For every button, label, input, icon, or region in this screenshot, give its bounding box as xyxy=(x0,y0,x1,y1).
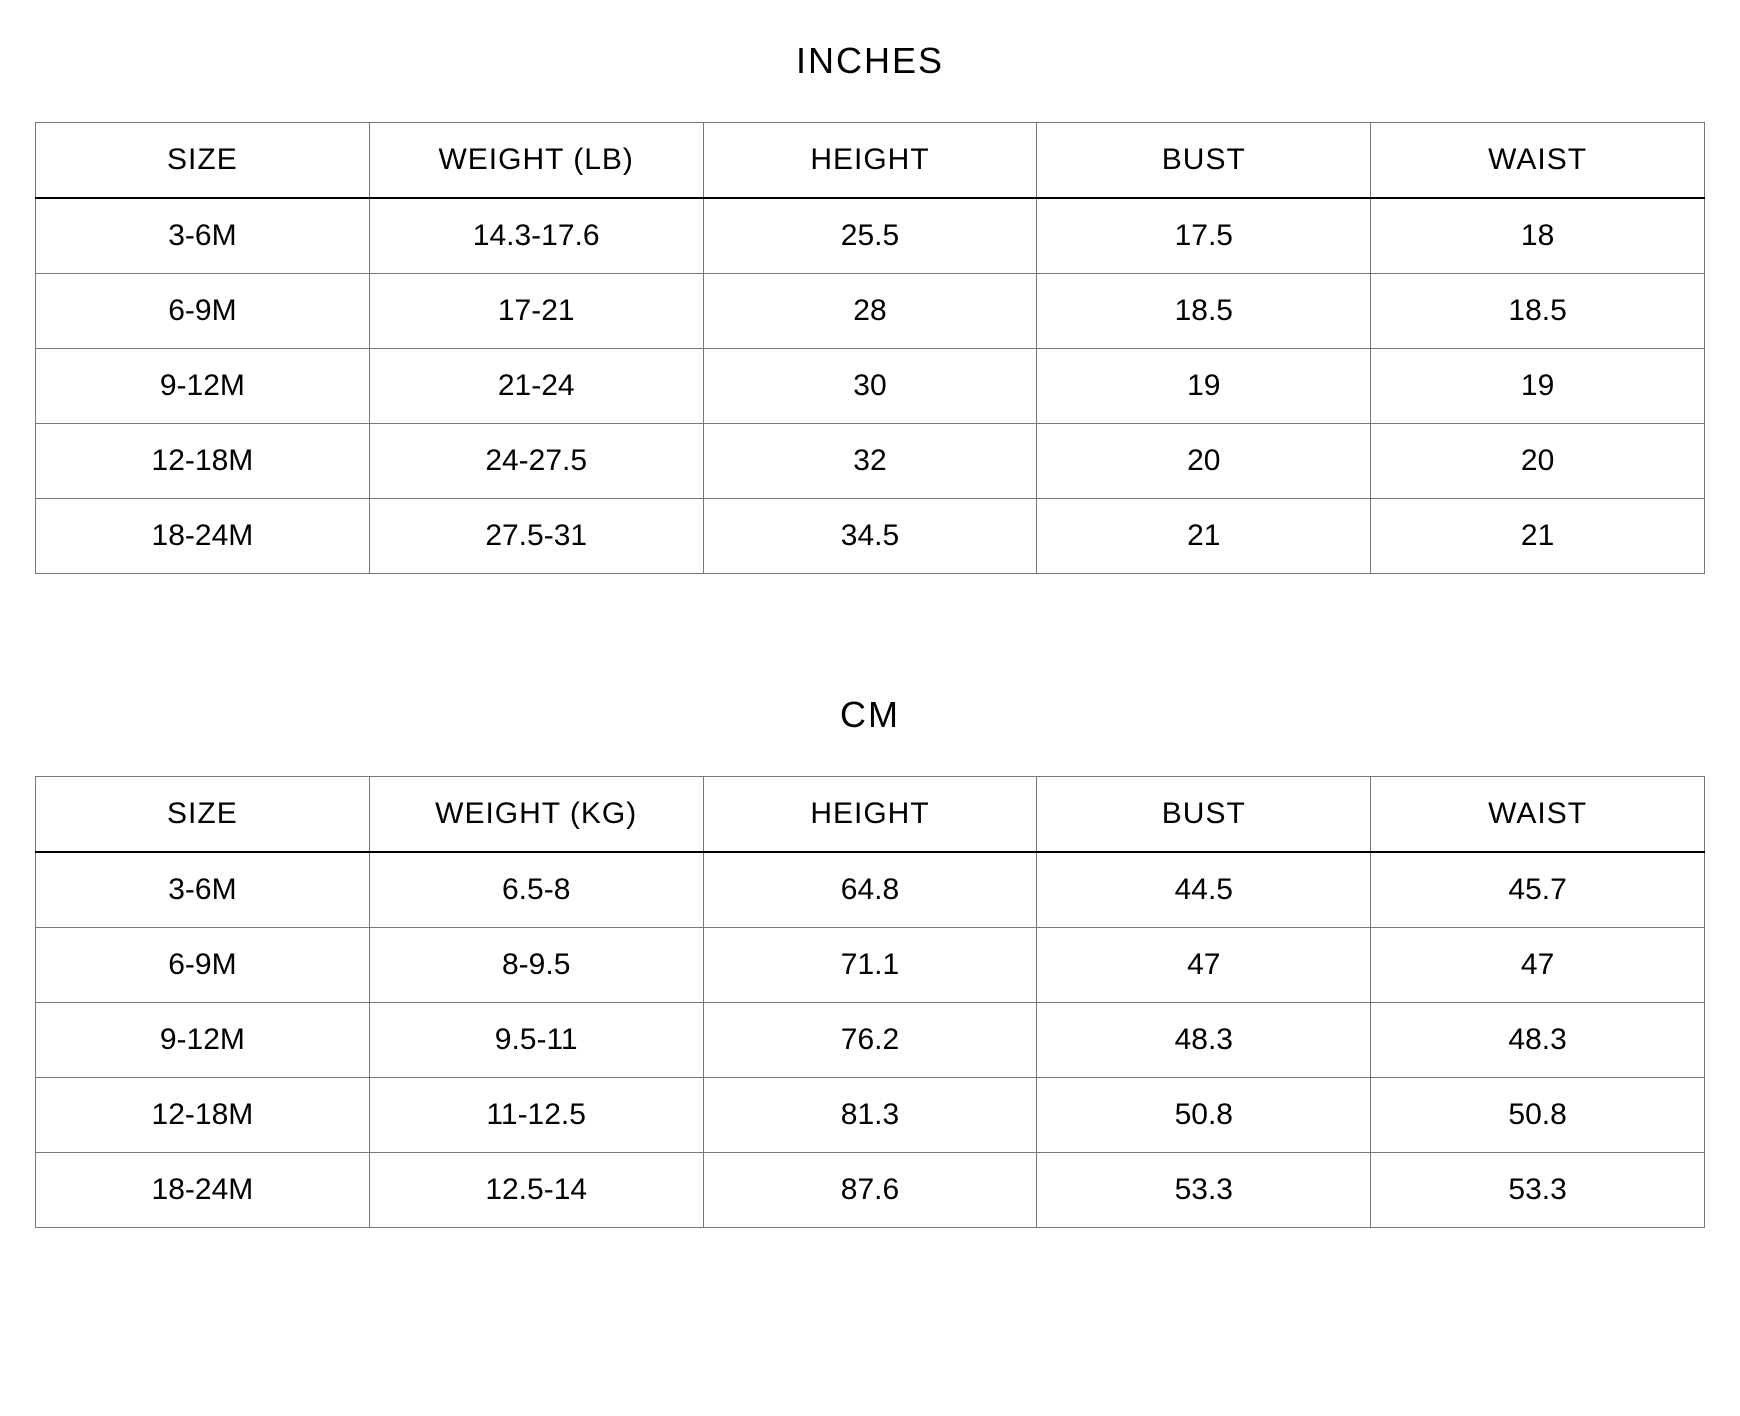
table-cell: 18 xyxy=(1371,198,1705,274)
cm-table-title: CM xyxy=(35,694,1705,736)
table-cell: 45.7 xyxy=(1371,852,1705,928)
table-cell: 47 xyxy=(1037,928,1371,1003)
table-cell: 53.3 xyxy=(1371,1153,1705,1228)
table-row: 12-18M 24-27.5 32 20 20 xyxy=(36,424,1705,499)
table-cell: 12.5-14 xyxy=(369,1153,703,1228)
table-cell: 3-6M xyxy=(36,198,370,274)
table-row: 18-24M 12.5-14 87.6 53.3 53.3 xyxy=(36,1153,1705,1228)
table-cell: 71.1 xyxy=(703,928,1037,1003)
table-cell: 21-24 xyxy=(369,349,703,424)
table-cell: 47 xyxy=(1371,928,1705,1003)
cm-table-section: CM SIZE WEIGHT (KG) HEIGHT BUST WAIST 3-… xyxy=(35,694,1705,1228)
column-header: BUST xyxy=(1037,777,1371,853)
table-cell: 50.8 xyxy=(1037,1078,1371,1153)
table-cell: 18-24M xyxy=(36,1153,370,1228)
table-cell: 30 xyxy=(703,349,1037,424)
column-header: WAIST xyxy=(1371,123,1705,199)
column-header: SIZE xyxy=(36,777,370,853)
table-cell: 19 xyxy=(1371,349,1705,424)
table-cell: 76.2 xyxy=(703,1003,1037,1078)
column-header: WEIGHT (LB) xyxy=(369,123,703,199)
inches-table-section: INCHES SIZE WEIGHT (LB) HEIGHT BUST WAIS… xyxy=(35,40,1705,574)
table-cell: 3-6M xyxy=(36,852,370,928)
table-cell: 87.6 xyxy=(703,1153,1037,1228)
table-cell: 32 xyxy=(703,424,1037,499)
table-cell: 44.5 xyxy=(1037,852,1371,928)
column-header: WEIGHT (KG) xyxy=(369,777,703,853)
table-cell: 14.3-17.6 xyxy=(369,198,703,274)
table-cell: 64.8 xyxy=(703,852,1037,928)
column-header: BUST xyxy=(1037,123,1371,199)
table-cell: 17.5 xyxy=(1037,198,1371,274)
inches-table: SIZE WEIGHT (LB) HEIGHT BUST WAIST 3-6M … xyxy=(35,122,1705,574)
column-header: SIZE xyxy=(36,123,370,199)
table-row: 9-12M 21-24 30 19 19 xyxy=(36,349,1705,424)
inches-table-title: INCHES xyxy=(35,40,1705,82)
table-row: 12-18M 11-12.5 81.3 50.8 50.8 xyxy=(36,1078,1705,1153)
column-header: HEIGHT xyxy=(703,777,1037,853)
table-cell: 27.5-31 xyxy=(369,499,703,574)
table-cell: 17-21 xyxy=(369,274,703,349)
column-header: WAIST xyxy=(1371,777,1705,853)
table-cell: 8-9.5 xyxy=(369,928,703,1003)
table-cell: 11-12.5 xyxy=(369,1078,703,1153)
table-cell: 18-24M xyxy=(36,499,370,574)
table-row: 6-9M 8-9.5 71.1 47 47 xyxy=(36,928,1705,1003)
table-cell: 9-12M xyxy=(36,349,370,424)
table-cell: 6-9M xyxy=(36,274,370,349)
table-cell: 6.5-8 xyxy=(369,852,703,928)
table-cell: 21 xyxy=(1037,499,1371,574)
table-cell: 50.8 xyxy=(1371,1078,1705,1153)
table-row: 6-9M 17-21 28 18.5 18.5 xyxy=(36,274,1705,349)
table-cell: 12-18M xyxy=(36,424,370,499)
table-cell: 48.3 xyxy=(1371,1003,1705,1078)
table-cell: 21 xyxy=(1371,499,1705,574)
table-header-row: SIZE WEIGHT (LB) HEIGHT BUST WAIST xyxy=(36,123,1705,199)
table-cell: 20 xyxy=(1037,424,1371,499)
table-row: 9-12M 9.5-11 76.2 48.3 48.3 xyxy=(36,1003,1705,1078)
column-header: HEIGHT xyxy=(703,123,1037,199)
cm-table: SIZE WEIGHT (KG) HEIGHT BUST WAIST 3-6M … xyxy=(35,776,1705,1228)
table-cell: 81.3 xyxy=(703,1078,1037,1153)
table-row: 3-6M 6.5-8 64.8 44.5 45.7 xyxy=(36,852,1705,928)
table-cell: 28 xyxy=(703,274,1037,349)
table-header-row: SIZE WEIGHT (KG) HEIGHT BUST WAIST xyxy=(36,777,1705,853)
table-cell: 18.5 xyxy=(1037,274,1371,349)
table-cell: 20 xyxy=(1371,424,1705,499)
table-cell: 19 xyxy=(1037,349,1371,424)
table-cell: 34.5 xyxy=(703,499,1037,574)
table-cell: 9-12M xyxy=(36,1003,370,1078)
table-cell: 9.5-11 xyxy=(369,1003,703,1078)
table-cell: 25.5 xyxy=(703,198,1037,274)
table-row: 18-24M 27.5-31 34.5 21 21 xyxy=(36,499,1705,574)
table-cell: 24-27.5 xyxy=(369,424,703,499)
table-cell: 6-9M xyxy=(36,928,370,1003)
table-row: 3-6M 14.3-17.6 25.5 17.5 18 xyxy=(36,198,1705,274)
table-cell: 53.3 xyxy=(1037,1153,1371,1228)
table-cell: 48.3 xyxy=(1037,1003,1371,1078)
table-cell: 18.5 xyxy=(1371,274,1705,349)
table-cell: 12-18M xyxy=(36,1078,370,1153)
